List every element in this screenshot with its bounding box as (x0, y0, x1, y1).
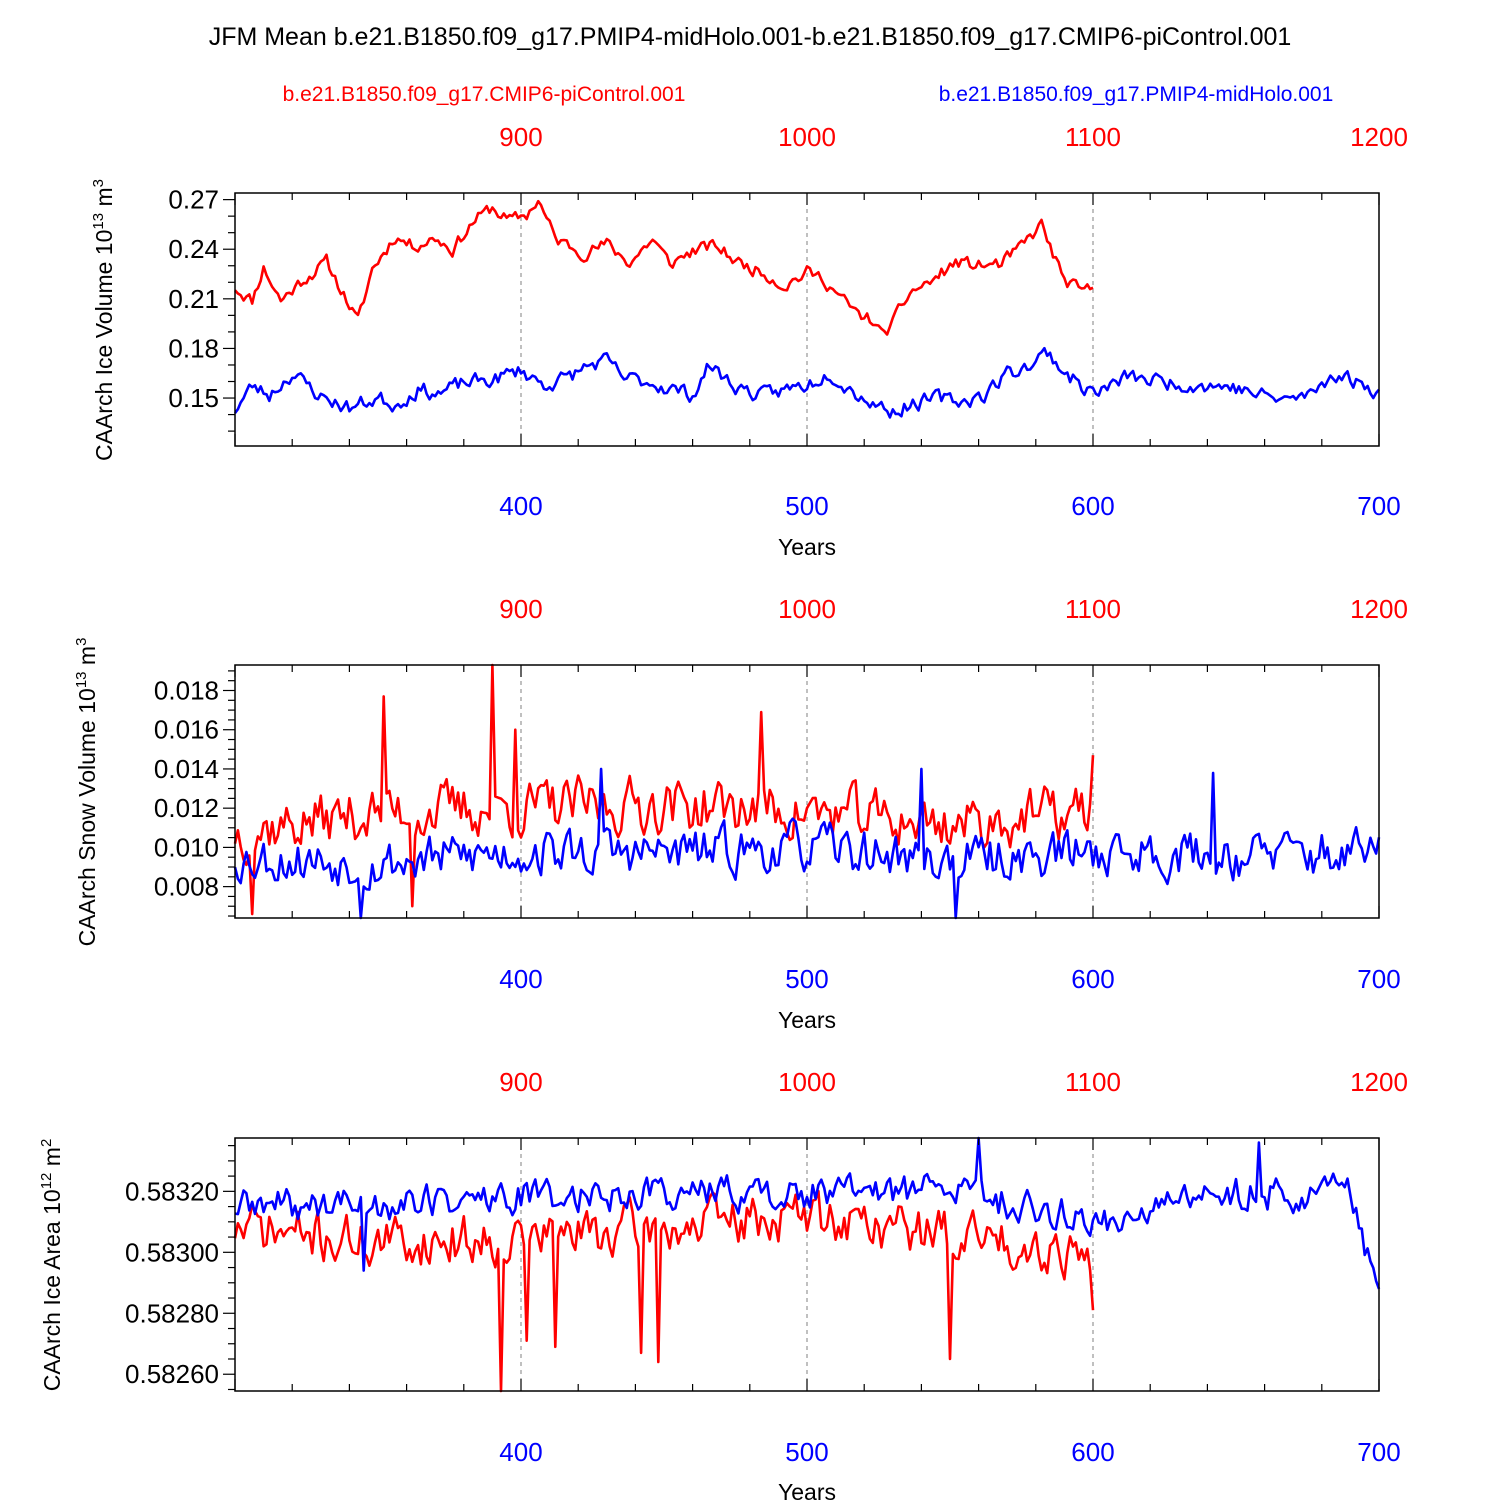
legend-midholo: b.e21.B1850.f09_g17.PMIP4-midHolo.001 (939, 83, 1334, 106)
x-tick-label-top: 1200 (1350, 1067, 1408, 1097)
x-tick-label-bottom: 600 (1071, 491, 1114, 521)
y-tick-label: 0.58280 (125, 1298, 219, 1328)
panel-ice-volume: 400 500 600 700 900 1000 1100 1200 0.15 0.18 0.21 0… (90, 122, 1408, 560)
y-tick-label: 0.27 (168, 185, 219, 215)
series-line-midholo (233, 346, 1380, 419)
x-tick-label-top: 1200 (1350, 594, 1408, 624)
x-tick-label-top: 1000 (778, 1067, 836, 1097)
series-line-control (234, 199, 1094, 336)
figure-title: JFM Mean b.e21.B1850.f09_g17.PMIP4-midHo… (209, 23, 1292, 51)
y-tick-label: 0.014 (154, 754, 219, 784)
x-tick-label-top: 1000 (778, 122, 836, 152)
y-axis-label: CAArch Snow Volume 1013 m3 (73, 638, 100, 947)
x-tick-label-bottom: 400 (499, 964, 542, 994)
y-tick-label: 0.58300 (125, 1237, 219, 1267)
series-line-midholo (234, 1136, 1381, 1290)
series-line-control (233, 663, 1095, 916)
x-tick-label-top: 1100 (1065, 122, 1121, 152)
x-tick-label-top: 900 (499, 1067, 542, 1097)
x-tick-label-bottom: 600 (1071, 964, 1114, 994)
x-tick-label-bottom: 600 (1071, 1437, 1114, 1467)
x-axis-label: Years (778, 1007, 836, 1033)
y-tick-label: 0.58260 (125, 1359, 219, 1389)
series-line-control (233, 1189, 1095, 1393)
x-tick-label-bottom: 500 (785, 964, 828, 994)
y-tick-label: 0.58320 (125, 1176, 219, 1206)
panel-ice-area: 400 500 600 700 900 1000 1100 1200 0.58260 0.5828… (38, 1067, 1408, 1500)
x-tick-label-bottom: 700 (1357, 964, 1400, 994)
y-tick-label: 0.010 (154, 832, 219, 862)
x-tick-label-top: 1100 (1065, 1067, 1121, 1097)
x-tick-label-top: 900 (499, 122, 542, 152)
y-tick-label: 0.21 (168, 284, 219, 314)
y-tick-label: 0.18 (168, 333, 219, 363)
y-tick-label: 0.24 (168, 234, 219, 264)
x-tick-label-top: 1000 (778, 594, 836, 624)
x-tick-label-bottom: 400 (499, 491, 542, 521)
x-tick-label-bottom: 700 (1357, 1437, 1400, 1467)
x-tick-label-bottom: 500 (785, 1437, 828, 1467)
x-tick-label-top: 1100 (1065, 594, 1121, 624)
x-tick-label-bottom: 700 (1357, 491, 1400, 521)
y-tick-label: 0.018 (154, 675, 219, 705)
x-axis-label: Years (778, 1479, 836, 1500)
y-tick-label: 0.15 (168, 383, 219, 413)
x-tick-label-bottom: 500 (785, 491, 828, 521)
x-axis-label: Years (778, 534, 836, 560)
y-axis-label: CAArch Ice Area 1012 m2 (38, 1139, 65, 1392)
x-tick-label-bottom: 400 (499, 1437, 542, 1467)
series-line-midholo (233, 767, 1381, 920)
x-tick-label-top: 900 (499, 594, 542, 624)
y-axis-label: CAArch Ice Volume 1013 m3 (90, 179, 117, 461)
x-tick-label-top: 1200 (1350, 122, 1408, 152)
y-tick-label: 0.008 (154, 872, 219, 902)
legend-control: b.e21.B1850.f09_g17.CMIP6-piControl.001 (283, 83, 686, 106)
y-tick-label: 0.016 (154, 715, 219, 745)
panel-snow-volume: 400 500 600 700 900 1000 1100 1200 0.008 0.010 0.0… (73, 594, 1408, 1033)
y-tick-label: 0.012 (154, 793, 219, 823)
